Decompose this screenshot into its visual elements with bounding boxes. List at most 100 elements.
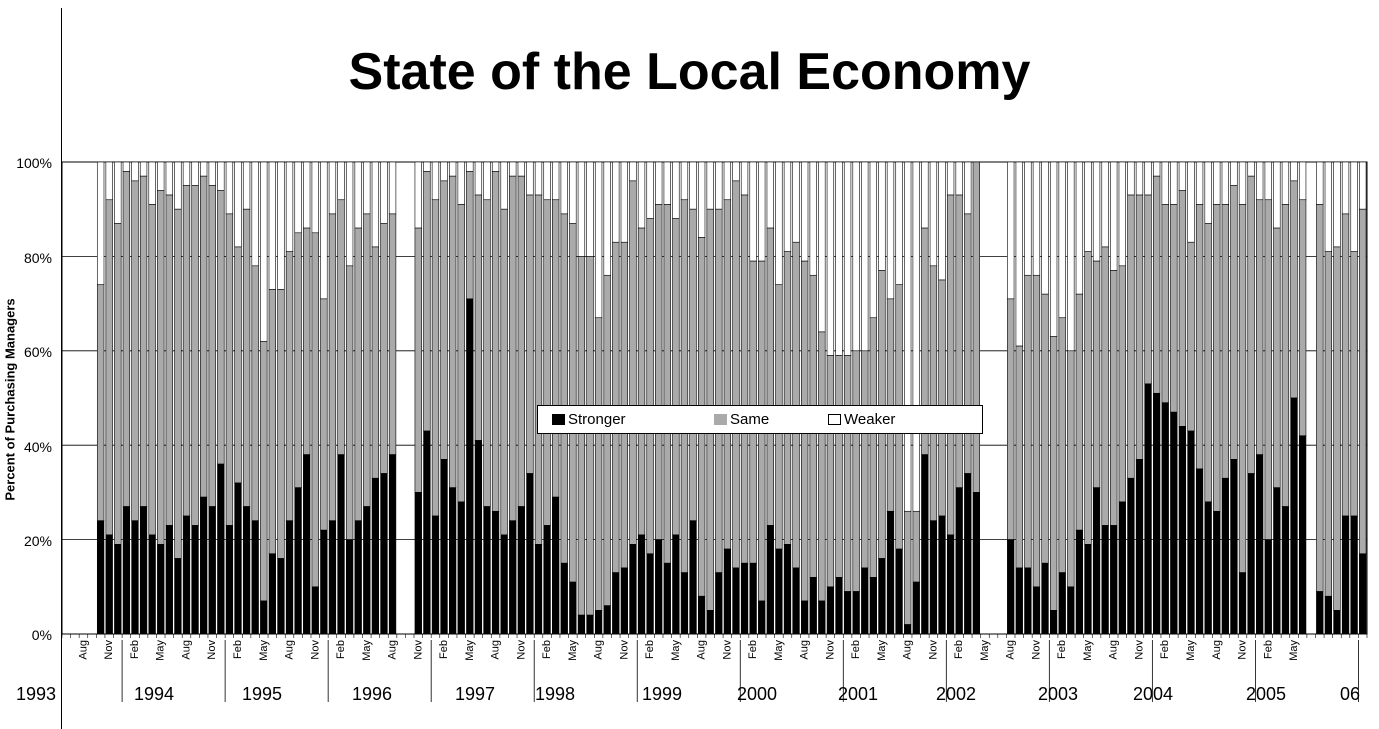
bar-stronger (904, 624, 912, 635)
bar-stronger (929, 520, 938, 635)
y-tick-label: 20% (23, 533, 52, 549)
bar-weaker (448, 161, 457, 177)
chart-title: State of the Local Economy (348, 43, 1031, 101)
bar-stronger (483, 506, 491, 635)
bar-same (1058, 317, 1066, 573)
bar-weaker (114, 161, 122, 224)
bar-same (629, 180, 637, 545)
bar-weaker (955, 161, 963, 196)
bar-same (543, 199, 551, 526)
x-month-label: May (155, 640, 167, 661)
bar-stronger (826, 586, 835, 635)
bar-weaker (697, 161, 706, 238)
x-month-label: Feb (438, 640, 450, 659)
bar-stronger (1067, 586, 1075, 635)
bar-stronger (242, 506, 251, 635)
bar-weaker (328, 161, 337, 215)
x-year-label: 2004 (1133, 684, 1174, 704)
bar-same (191, 185, 199, 526)
bar-weaker (1281, 161, 1290, 205)
bar-stronger (311, 586, 319, 635)
x-month-label: Feb (1056, 640, 1068, 659)
bar-same (345, 265, 354, 540)
bar-stronger (706, 610, 714, 635)
bar-weaker (852, 161, 860, 352)
bar-same (964, 213, 972, 474)
bar-stronger (1290, 397, 1298, 635)
bar-weaker (560, 161, 568, 215)
x-month-label: Feb (129, 640, 141, 659)
legend-label: Stronger (568, 411, 626, 428)
bar-stronger (955, 487, 963, 635)
bar-stronger (268, 553, 276, 635)
x-month-label: Nov (1133, 640, 1145, 660)
bar-weaker (165, 161, 173, 196)
bar-stronger (809, 577, 817, 635)
legend-item-same: Same (714, 411, 769, 428)
bar-stronger (105, 534, 113, 635)
bar-stronger (886, 510, 895, 635)
x-month-label: Nov (515, 640, 527, 660)
bar-weaker (946, 161, 955, 196)
y-tick-label: 80% (23, 250, 52, 266)
bar-weaker (303, 161, 311, 229)
legend-label: Weaker (844, 411, 896, 428)
bar-stronger (1015, 567, 1023, 635)
bar-stronger (96, 520, 105, 635)
bar-weaker (157, 161, 165, 191)
x-month-label: May (361, 640, 373, 661)
bar-stronger (1273, 487, 1281, 635)
bar-weaker (663, 161, 671, 205)
bar-same (1359, 208, 1367, 555)
bar-weaker (1264, 161, 1272, 201)
x-month-label: Nov (1030, 640, 1042, 660)
bar-same (448, 175, 457, 488)
bar-same (363, 213, 371, 507)
bar-stronger (1178, 426, 1187, 635)
x-month-label: Aug (387, 640, 399, 660)
bar-stronger (320, 529, 328, 635)
bar-stronger (1135, 459, 1144, 635)
bar-stronger (294, 487, 302, 635)
bar-same (586, 256, 594, 616)
bar-weaker (1230, 161, 1238, 186)
bar-weaker (629, 161, 637, 182)
x-month-label: Feb (335, 640, 347, 659)
bar-stronger (251, 520, 259, 635)
bar-weaker (414, 161, 422, 229)
y-tick-label: 100% (16, 155, 52, 171)
bar-stronger (1316, 591, 1324, 635)
bar-stronger (732, 567, 740, 635)
bar-stronger (569, 581, 577, 635)
bar-weaker (912, 161, 920, 512)
bar-same (1041, 293, 1049, 564)
bar-weaker (1178, 161, 1187, 191)
x-month-label: May (464, 640, 476, 661)
bar-weaker (526, 161, 534, 196)
bar-same (1256, 199, 1264, 455)
bar-stronger (165, 525, 173, 635)
bar-weaker (457, 161, 465, 205)
bar-same (594, 317, 603, 611)
bar-weaker (886, 161, 895, 300)
bar-same (320, 298, 328, 531)
bar-same (1144, 194, 1152, 385)
x-month-label: Nov (721, 640, 733, 660)
bar-stronger (534, 544, 543, 635)
x-year-label: 1997 (455, 684, 496, 704)
bar-same (131, 180, 139, 522)
bar-weaker (1213, 161, 1221, 205)
bar-same (646, 218, 654, 555)
bar-weaker (371, 161, 380, 248)
bar-stronger (337, 454, 345, 635)
bar-stronger (354, 520, 362, 635)
bar-same (766, 227, 774, 526)
bar-stronger (182, 515, 191, 635)
bar-weaker (749, 161, 757, 262)
bar-weaker (646, 161, 654, 219)
bar-stronger (697, 595, 706, 635)
bar-weaker (758, 161, 766, 262)
bar-weaker (843, 161, 852, 356)
bar-stronger (603, 605, 611, 635)
bar-weaker (603, 161, 611, 276)
